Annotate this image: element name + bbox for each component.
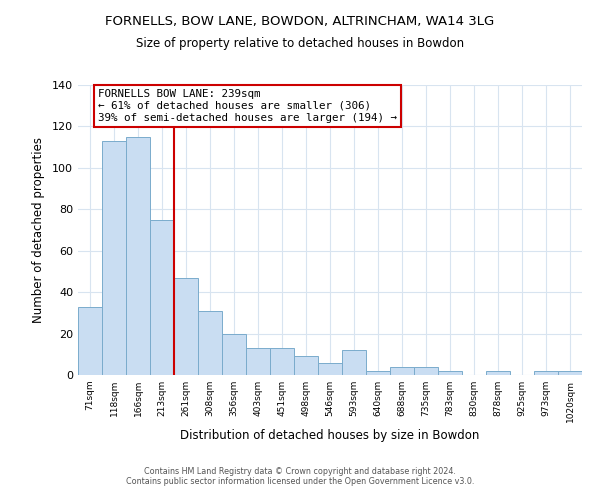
Bar [486, 371, 510, 375]
Y-axis label: Number of detached properties: Number of detached properties [32, 137, 45, 323]
Bar [102, 141, 126, 375]
Text: FORNELLS BOW LANE: 239sqm
← 61% of detached houses are smaller (306)
39% of semi: FORNELLS BOW LANE: 239sqm ← 61% of detac… [98, 90, 397, 122]
Text: Contains public sector information licensed under the Open Government Licence v3: Contains public sector information licen… [126, 478, 474, 486]
Bar [174, 278, 198, 375]
Bar [270, 348, 294, 375]
Bar [342, 350, 366, 375]
Bar [318, 362, 342, 375]
Bar [126, 137, 150, 375]
Bar [558, 371, 582, 375]
Bar [294, 356, 318, 375]
Bar [366, 371, 390, 375]
Text: Contains HM Land Registry data © Crown copyright and database right 2024.: Contains HM Land Registry data © Crown c… [144, 467, 456, 476]
Bar [534, 371, 558, 375]
Bar [222, 334, 246, 375]
Text: FORNELLS, BOW LANE, BOWDON, ALTRINCHAM, WA14 3LG: FORNELLS, BOW LANE, BOWDON, ALTRINCHAM, … [106, 15, 494, 28]
Bar [246, 348, 270, 375]
Bar [390, 366, 414, 375]
Bar [414, 366, 438, 375]
Bar [438, 371, 462, 375]
Bar [78, 306, 102, 375]
Bar [198, 311, 222, 375]
X-axis label: Distribution of detached houses by size in Bowdon: Distribution of detached houses by size … [181, 429, 479, 442]
Text: Size of property relative to detached houses in Bowdon: Size of property relative to detached ho… [136, 38, 464, 51]
Bar [150, 220, 174, 375]
